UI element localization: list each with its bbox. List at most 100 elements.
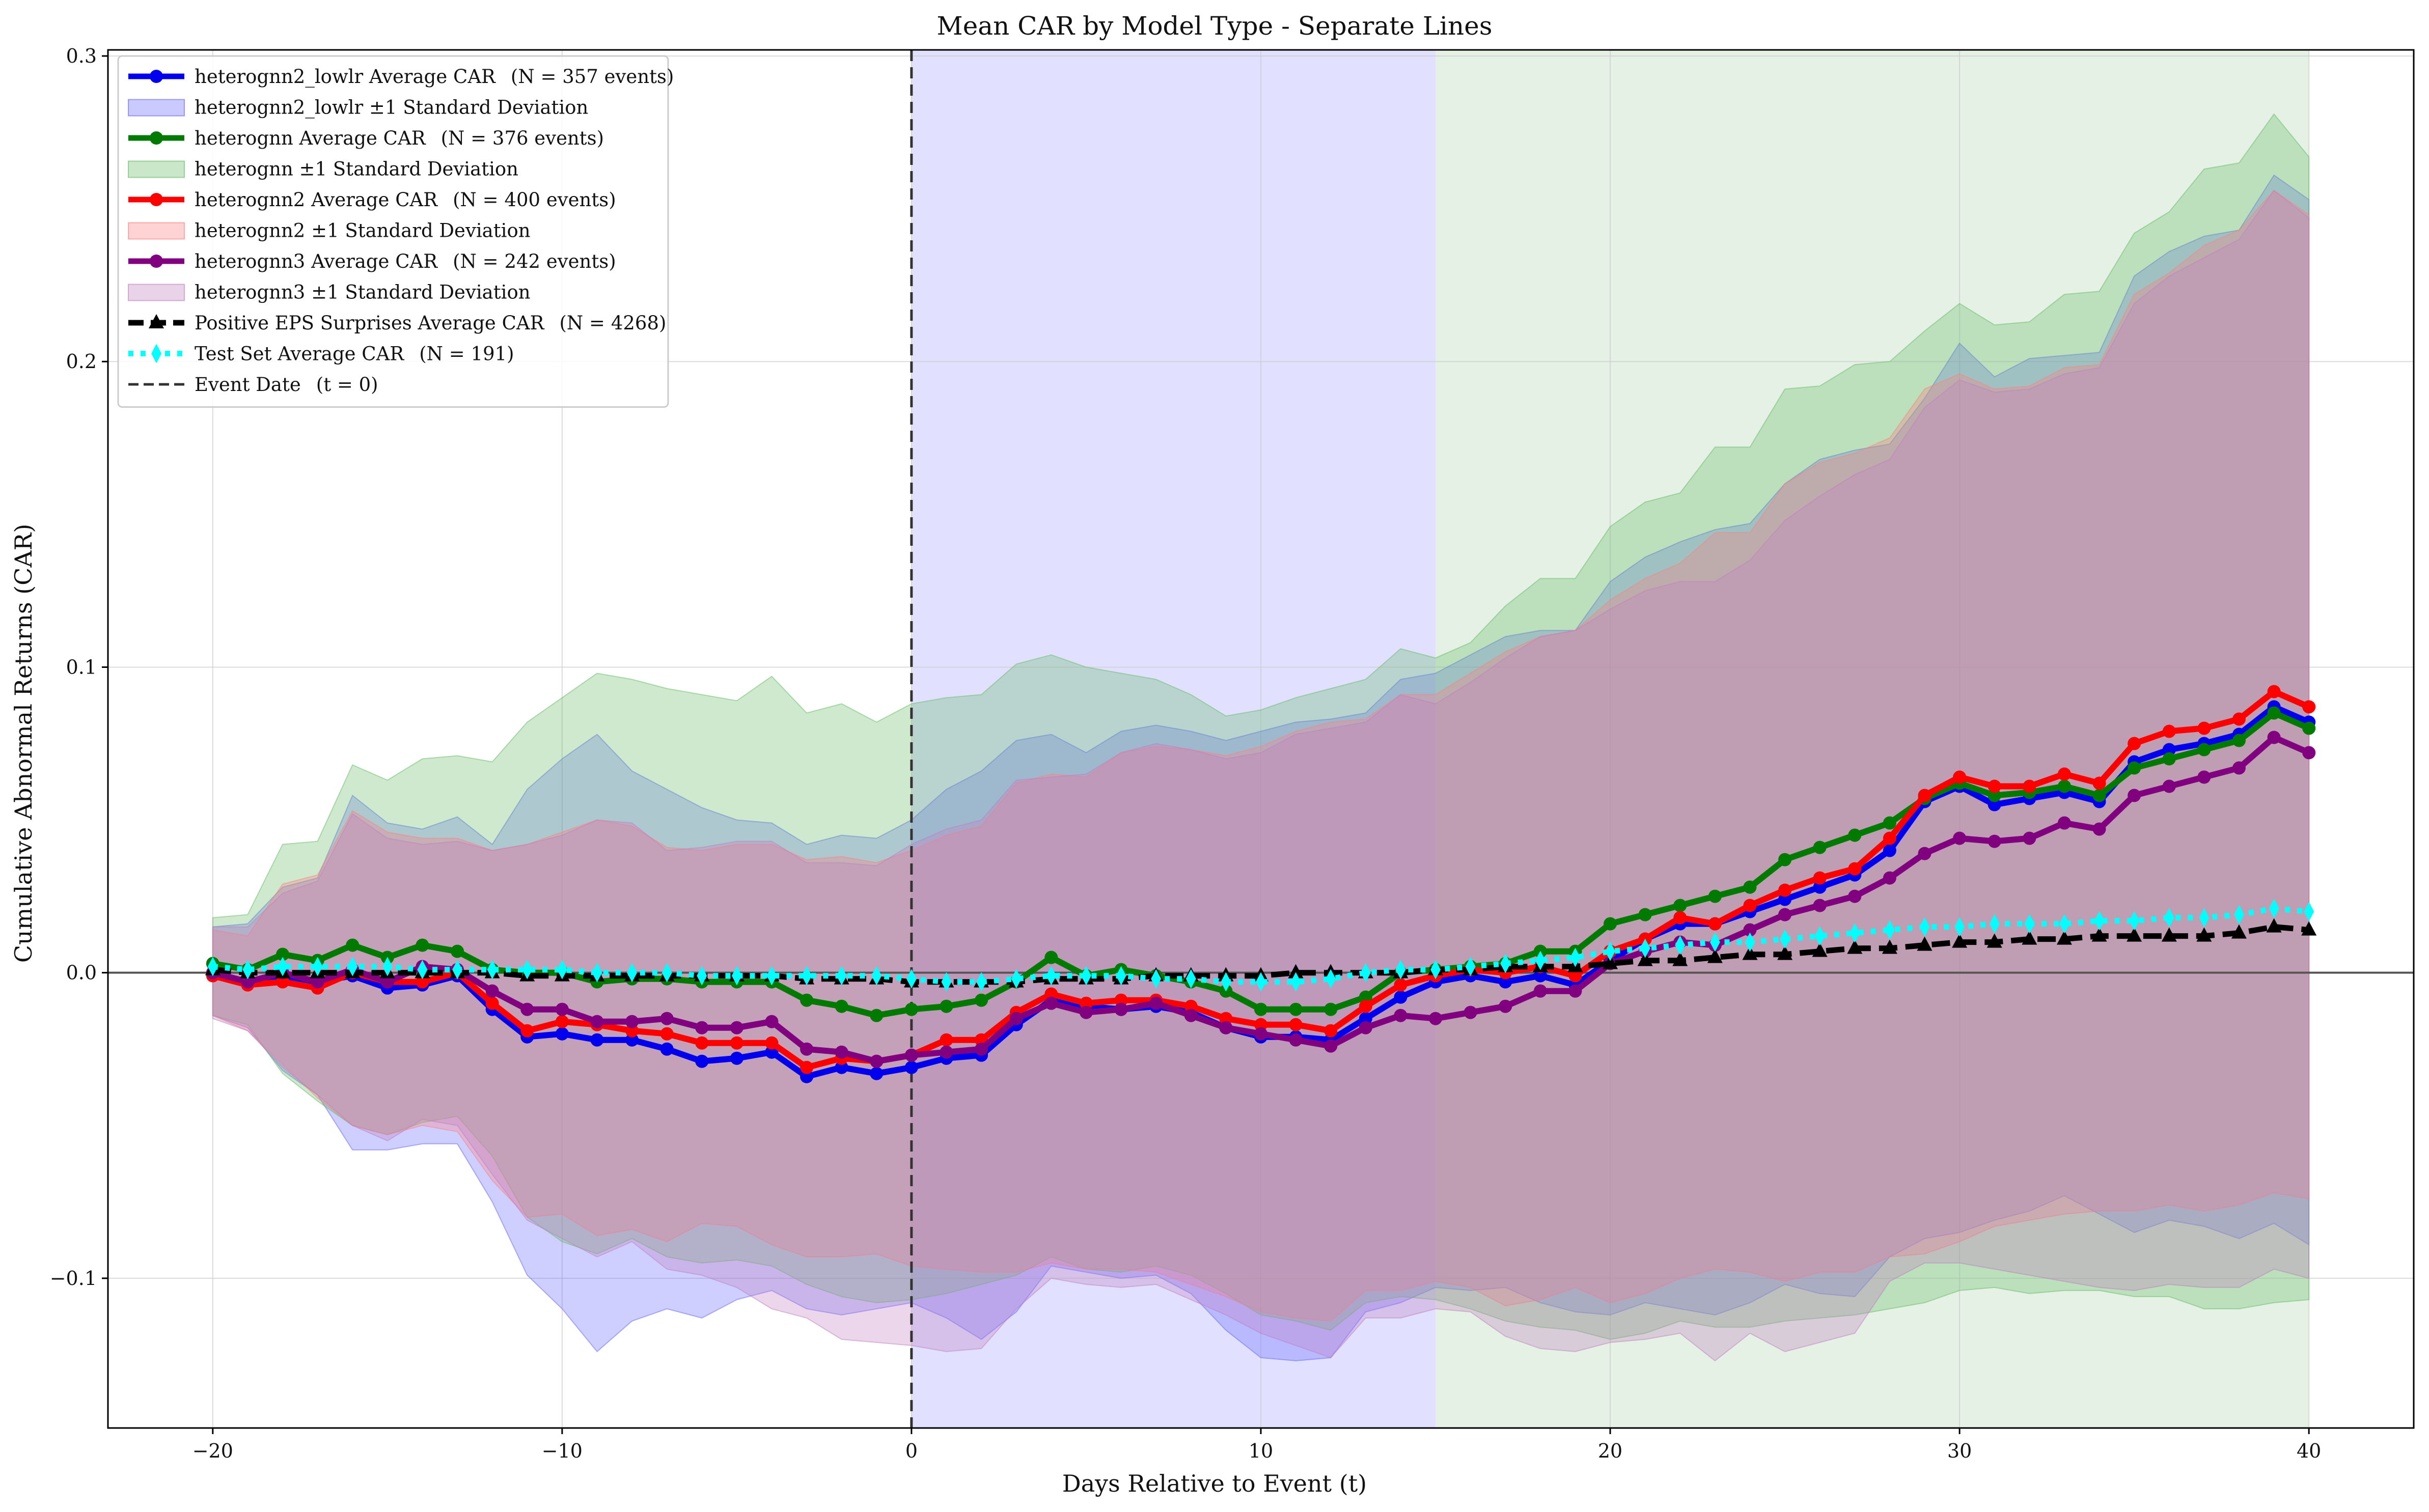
- data-point: [2057, 779, 2071, 793]
- data-point: [1743, 899, 1757, 912]
- data-point: [870, 1067, 884, 1080]
- legend-marker: [149, 314, 164, 328]
- data-point: [625, 1033, 639, 1047]
- legend-entry: Positive EPS Surprises Average CAR (N = 4…: [128, 312, 666, 334]
- data-point: [1813, 899, 1827, 912]
- data-point: [2302, 700, 2316, 714]
- data-point: [661, 963, 672, 983]
- chart-title: Mean CAR by Model Type - Separate Lines: [937, 11, 1493, 41]
- data-point: [800, 1070, 814, 1083]
- data-point: [1185, 969, 1196, 989]
- x-tick-label: 10: [1249, 1440, 1273, 1462]
- data-point: [1151, 969, 1162, 989]
- data-point: [1289, 1002, 1303, 1016]
- data-point: [1848, 862, 1862, 876]
- data-point: [1954, 917, 1965, 937]
- data-point: [695, 1036, 709, 1050]
- data-point: [1568, 969, 1582, 983]
- legend-swatch: [128, 99, 185, 117]
- data-point: [1952, 933, 1968, 948]
- data-point: [1254, 1002, 1267, 1016]
- data-point: [1813, 880, 1827, 894]
- data-point: [766, 966, 777, 986]
- data-point: [2128, 789, 2141, 802]
- data-point: [555, 1027, 569, 1041]
- data-point: [1953, 770, 1967, 784]
- legend-entry: heterognn ±1 Standard Deviation: [128, 158, 518, 180]
- data-point: [416, 975, 429, 989]
- shaded-region-1: [911, 50, 1436, 1428]
- data-point: [1254, 1027, 1267, 1041]
- data-point: [625, 1015, 639, 1028]
- data-point: [2231, 924, 2247, 939]
- data-point: [1709, 932, 1720, 952]
- data-point: [870, 1054, 884, 1068]
- data-point: [2094, 911, 2105, 931]
- data-point: [904, 1048, 918, 1062]
- data-point: [2022, 930, 2037, 945]
- data-point: [1359, 999, 1372, 1013]
- data-point: [2266, 918, 2282, 933]
- data-point: [487, 960, 498, 979]
- data-point: [800, 993, 814, 1007]
- data-point: [1254, 1018, 1267, 1031]
- data-point: [1673, 911, 1687, 925]
- data-point: [1256, 972, 1266, 992]
- data-point: [2232, 712, 2246, 726]
- legend-marker: [150, 70, 163, 83]
- data-point: [1011, 969, 1022, 989]
- data-point: [1986, 933, 2002, 948]
- data-point: [1919, 917, 1930, 937]
- data-point: [2197, 721, 2211, 735]
- x-tick-label: −10: [542, 1440, 583, 1462]
- data-point: [765, 1015, 779, 1028]
- data-point: [2056, 930, 2072, 945]
- data-point: [1918, 789, 1931, 802]
- data-point: [2092, 822, 2106, 836]
- data-point: [730, 1021, 743, 1034]
- legend-entry: heterognn3 ±1 Standard Deviation: [128, 282, 531, 303]
- data-point: [1359, 990, 1372, 1004]
- series-lines: [205, 685, 2317, 1083]
- data-point: [451, 944, 464, 958]
- legend-entry: heterognn2_lowlr Average CAR (N = 357 eve…: [128, 66, 674, 88]
- data-point: [765, 1036, 779, 1050]
- data-point: [2128, 761, 2141, 775]
- data-point: [1813, 871, 1827, 885]
- data-point: [975, 1042, 988, 1056]
- data-point: [485, 996, 499, 1010]
- shaded-region-2: [1436, 50, 2309, 1428]
- data-point: [800, 1060, 814, 1074]
- data-point: [1778, 892, 1792, 906]
- data-point: [1430, 960, 1441, 979]
- data-point: [2092, 789, 2106, 802]
- data-point: [2267, 706, 2281, 720]
- series-6: [207, 899, 2314, 992]
- data-point: [1464, 1005, 1477, 1019]
- data-point: [2128, 737, 2141, 750]
- data-point: [2129, 911, 2140, 931]
- x-tick-label: 30: [1947, 1440, 1972, 1462]
- data-point: [1988, 834, 2001, 848]
- data-point: [1605, 941, 1616, 961]
- data-point: [660, 1012, 674, 1025]
- data-point: [2057, 816, 2071, 830]
- data-point: [1394, 1009, 1407, 1022]
- data-point: [1570, 947, 1581, 967]
- data-point: [1848, 889, 1862, 903]
- data-point: [1324, 1002, 1338, 1016]
- data-point: [1988, 789, 2001, 802]
- data-point: [625, 1024, 639, 1038]
- data-point: [1813, 841, 1827, 854]
- y-tick-label: 0.3: [66, 45, 97, 67]
- data-point: [2162, 724, 2176, 738]
- data-point: [1326, 969, 1336, 989]
- data-point: [1359, 1012, 1372, 1025]
- data-point: [697, 966, 707, 986]
- data-point: [802, 966, 812, 986]
- data-point: [1988, 798, 2001, 811]
- data-point: [1778, 853, 1792, 866]
- data-point: [1289, 1033, 1303, 1047]
- x-tick-label: 40: [2297, 1440, 2321, 1462]
